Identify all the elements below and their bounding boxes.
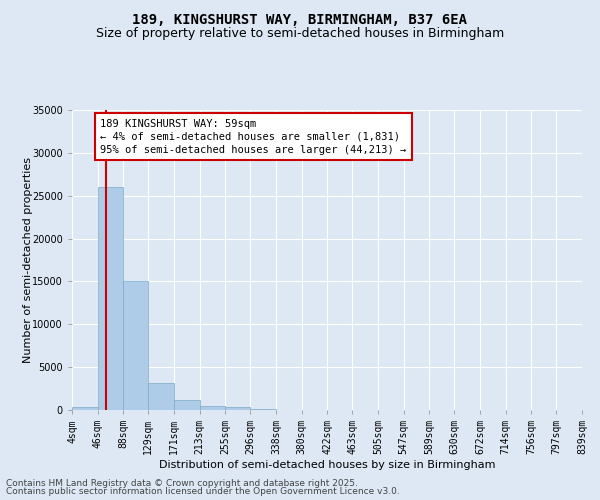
Text: Size of property relative to semi-detached houses in Birmingham: Size of property relative to semi-detach… <box>96 28 504 40</box>
Bar <box>72 406 98 410</box>
Text: Contains HM Land Registry data © Crown copyright and database right 2025.: Contains HM Land Registry data © Crown c… <box>6 478 358 488</box>
Y-axis label: Number of semi-detached properties: Number of semi-detached properties <box>23 157 33 363</box>
Bar <box>124 280 148 410</box>
Bar <box>200 406 226 410</box>
X-axis label: Distribution of semi-detached houses by size in Birmingham: Distribution of semi-detached houses by … <box>159 460 495 470</box>
Text: Contains public sector information licensed under the Open Government Licence v3: Contains public sector information licen… <box>6 487 400 496</box>
Text: 189 KINGSHURST WAY: 59sqm
← 4% of semi-detached houses are smaller (1,831)
95% o: 189 KINGSHURST WAY: 59sqm ← 4% of semi-d… <box>100 118 406 155</box>
Bar <box>98 187 124 410</box>
Bar <box>250 409 276 410</box>
Bar <box>174 400 200 410</box>
Bar <box>148 382 174 410</box>
Text: 189, KINGSHURST WAY, BIRMINGHAM, B37 6EA: 189, KINGSHURST WAY, BIRMINGHAM, B37 6EA <box>133 12 467 26</box>
Bar <box>226 408 250 410</box>
